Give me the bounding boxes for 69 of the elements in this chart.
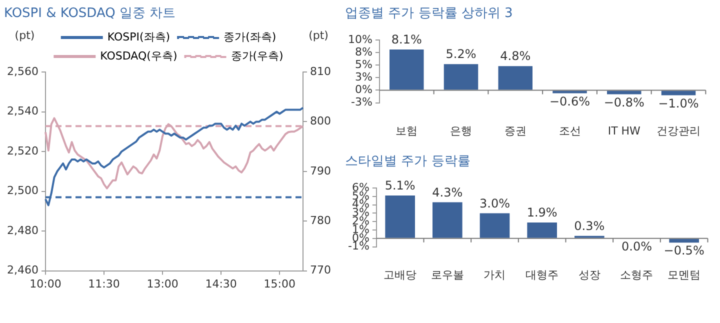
- bar: [552, 90, 587, 94]
- data-label: −0.6%: [549, 94, 590, 108]
- y2-tick-label: 800: [310, 114, 332, 128]
- y-tick-label: 2,480: [6, 224, 38, 237]
- data-label: 8.1%: [391, 32, 422, 47]
- bar: [669, 238, 699, 243]
- bar: [498, 66, 533, 90]
- x-tick-label: 10:00: [30, 277, 62, 290]
- bar: [385, 196, 415, 238]
- data-label: −0.5%: [664, 244, 704, 258]
- data-label: 0.3%: [574, 219, 605, 234]
- chart-title: 스타일별 주가 등락률: [345, 153, 472, 171]
- y-tick-label: 2,560: [6, 64, 38, 78]
- y-tick-label: 3%: [354, 70, 372, 84]
- y2-tick-label: 790: [310, 164, 332, 178]
- y-tick-label: 0%: [354, 83, 372, 96]
- x-tick-label: 가치: [484, 268, 506, 282]
- x-tick-label: 고배당: [384, 268, 417, 282]
- bar: [444, 64, 478, 90]
- y2-tick-label: 770: [310, 264, 332, 277]
- x-tick-label: 15:00: [264, 277, 296, 290]
- x-tick-label: 로우볼: [430, 268, 464, 282]
- x-tick-label: 13:00: [146, 277, 178, 290]
- bar: [661, 90, 696, 96]
- legend-label: 종가(우측): [230, 49, 284, 62]
- y-tick-label: 10%: [348, 32, 372, 46]
- y-tick-label: 2,520: [6, 144, 38, 158]
- bar: [480, 213, 510, 238]
- bar: [390, 50, 424, 90]
- x-tick-label: 증권: [504, 124, 526, 138]
- x-tick-label: 보험: [396, 124, 418, 138]
- chart-title: 업종별 주가 등락률 상하위 3: [345, 5, 514, 23]
- y-tick-label: 5%: [354, 58, 372, 71]
- data-label: 4.3%: [432, 185, 463, 200]
- data-label: 1.9%: [526, 206, 558, 220]
- x-tick-label: 소형주: [620, 268, 654, 282]
- x-tick-label: 조선: [558, 124, 581, 138]
- x-tick-label: 11:30: [88, 277, 120, 290]
- y-tick-label: -1%: [348, 240, 370, 253]
- y-tick-label: -3%: [351, 96, 372, 109]
- data-label: 5.2%: [446, 47, 476, 62]
- x-tick-label: 대형주: [526, 268, 559, 282]
- bar: [607, 90, 642, 94]
- bar: [432, 202, 462, 238]
- y-axis-title: (pt): [14, 28, 35, 42]
- x-tick-label: 건강관리: [656, 124, 700, 138]
- x-tick-label: 모멘텀: [668, 268, 701, 282]
- y-tick-label: 8%: [354, 45, 372, 58]
- chart-title: KOSPI & KOSDAQ 일중 차트: [4, 5, 177, 23]
- data-label: 3.0%: [479, 196, 510, 210]
- y-tick-label: 2,540: [6, 104, 38, 118]
- y-tick-label: 2,460: [6, 264, 38, 277]
- legend-label: KOSDAQ(우측): [100, 49, 178, 62]
- legend-label: 종가(좌측): [224, 30, 276, 44]
- legend-label: KOSPI(좌측): [107, 30, 170, 44]
- x-tick-label: 14:30: [205, 277, 237, 290]
- bar: [527, 222, 557, 238]
- data-label: −0.8%: [604, 95, 644, 110]
- data-label: 5.1%: [384, 178, 416, 193]
- x-tick-label: 은행: [450, 124, 472, 138]
- y-tick-label: 2,500: [6, 184, 38, 198]
- y2-tick-label: 780: [310, 214, 332, 227]
- data-label: 0.0%: [621, 240, 652, 254]
- data-label: 4.8%: [500, 49, 531, 64]
- y2-axis-title: (pt): [308, 28, 328, 42]
- x-tick-label: IT HW: [608, 124, 641, 138]
- x-tick-label: 성장: [578, 268, 600, 282]
- y2-tick-label: 810: [310, 64, 332, 78]
- data-label: −1.0%: [658, 96, 699, 110]
